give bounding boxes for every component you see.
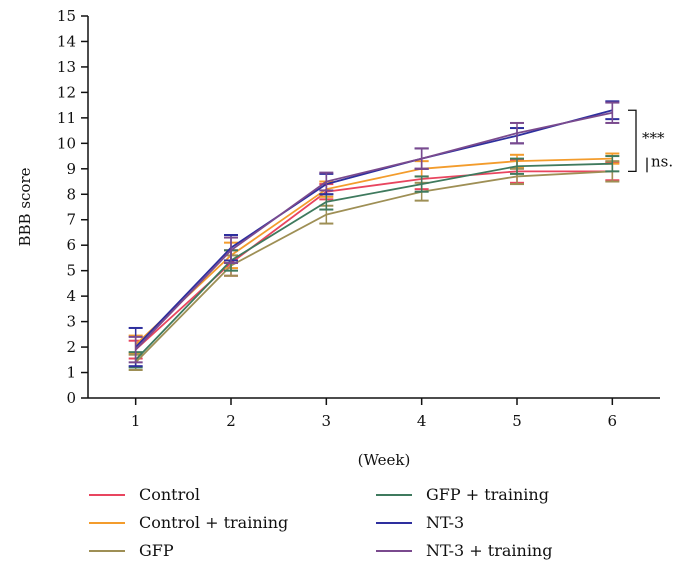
legend-item: GFP + training xyxy=(376,485,549,504)
legend-label: Control + training xyxy=(139,513,288,532)
y-tick-label: 8 xyxy=(66,185,76,203)
series-line xyxy=(135,170,613,351)
series-layer xyxy=(128,100,620,371)
y-tick-label: 10 xyxy=(57,134,76,152)
error-bar xyxy=(224,236,238,265)
legend-item: NT-3 xyxy=(376,513,464,532)
legend-item: GFP xyxy=(89,541,174,560)
series-line xyxy=(135,157,613,346)
legend-label: GFP xyxy=(139,541,174,560)
series-line xyxy=(135,109,613,348)
significance-bracket-nt3: *** xyxy=(628,109,665,172)
x-tick-label: 2 xyxy=(226,412,236,430)
error-bar xyxy=(319,171,334,192)
y-tick-label: 9 xyxy=(66,160,76,178)
x-tick-label: 3 xyxy=(322,412,332,430)
y-tick-label: 6 xyxy=(66,236,76,254)
y-tick-label: 7 xyxy=(66,211,76,229)
y-tick-label: 14 xyxy=(57,32,76,50)
y-tick-label: 5 xyxy=(66,262,76,280)
y-tick-label: 2 xyxy=(66,338,76,356)
series-nt-3-training xyxy=(128,101,620,364)
legend-item: NT-3 + training xyxy=(376,541,552,560)
error-bar xyxy=(414,147,429,170)
significance-label: ns. xyxy=(651,152,673,170)
error-bar xyxy=(605,101,620,124)
legend-label: GFP + training xyxy=(426,485,549,504)
significance-bracket-ns: ns. xyxy=(646,152,673,173)
series-control xyxy=(128,158,620,360)
x-axis-title: (Week) xyxy=(358,451,411,469)
x-tick-label: 5 xyxy=(512,412,522,430)
y-tick-label: 11 xyxy=(57,109,76,127)
series-gfp-training xyxy=(128,155,620,369)
series-line xyxy=(135,111,613,351)
error-bar xyxy=(510,157,524,175)
x-tick-label: 4 xyxy=(417,412,427,430)
y-tick-label: 15 xyxy=(57,7,76,25)
y-tick-label: 3 xyxy=(66,313,76,331)
y-tick-label: 1 xyxy=(66,364,76,382)
legend: Control Control + training GFP GFP + traini… xyxy=(89,485,552,560)
bracket-line xyxy=(628,109,637,172)
legend-label: NT-3 + training xyxy=(426,541,552,560)
x-tick-label: 1 xyxy=(131,412,141,430)
series-nt-3 xyxy=(128,100,620,368)
significance-label: *** xyxy=(642,129,665,147)
legend-item: Control + training xyxy=(89,513,288,532)
legend-label: NT-3 xyxy=(426,513,464,532)
error-bar xyxy=(605,155,620,173)
series-line xyxy=(135,162,613,361)
y-tick-label: 0 xyxy=(66,389,76,407)
series-line xyxy=(135,170,613,363)
error-bar xyxy=(128,335,143,364)
legend-label: Control xyxy=(139,485,200,504)
y-tick-label: 4 xyxy=(66,287,76,305)
error-bar xyxy=(414,175,429,193)
x-tick-label: 6 xyxy=(608,412,618,430)
significance-annotations: *** ns. xyxy=(628,109,673,173)
y-tick-label: 13 xyxy=(57,58,76,76)
error-bar xyxy=(510,121,524,145)
legend-item: Control xyxy=(89,485,200,504)
y-tick-label: 12 xyxy=(57,83,76,101)
series-control-training xyxy=(128,152,620,355)
y-axis-title: BBB score xyxy=(16,167,34,246)
